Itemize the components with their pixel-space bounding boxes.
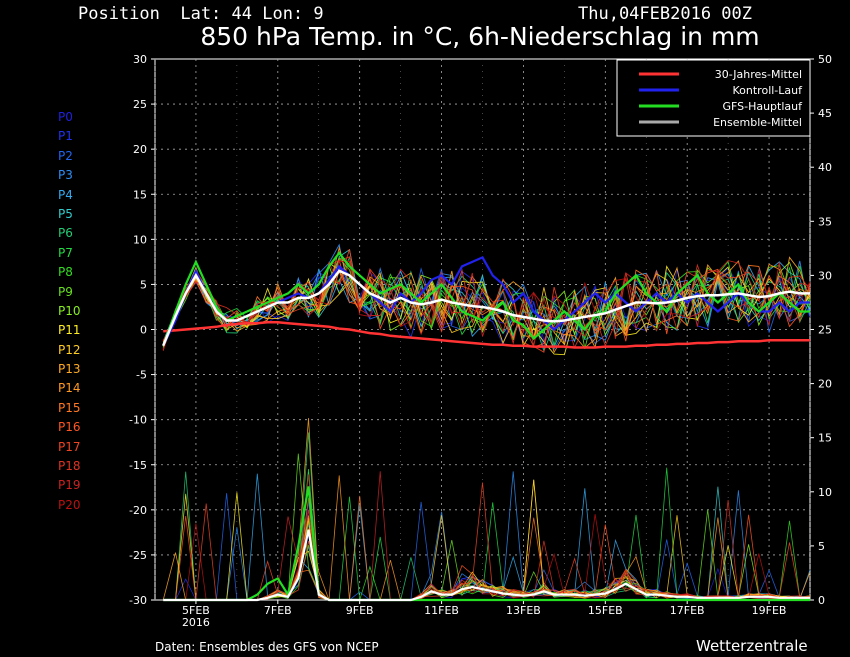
member-label-p1: P1 xyxy=(58,129,73,144)
member-precip-line-p5 xyxy=(163,471,811,601)
y-right-tick-label: 50 xyxy=(818,53,832,66)
legend-entry: Ensemble-Mittel xyxy=(713,116,802,129)
y-left-tick-label: -5 xyxy=(136,369,147,382)
y-left-tick-label: 20 xyxy=(133,143,147,156)
x-tick-label: 11FEB xyxy=(424,604,459,617)
member-label-p0: P0 xyxy=(58,110,73,124)
member-precip-line-p3 xyxy=(163,471,811,601)
member-temp-line-p15 xyxy=(162,264,811,342)
precip-series-ensemble-mittel xyxy=(163,529,810,602)
member-label-p19: P19 xyxy=(58,478,81,493)
y-right-tick-label: 10 xyxy=(818,486,832,499)
member-label-p5: P5 xyxy=(58,206,73,221)
member-label-p8: P8 xyxy=(58,265,73,280)
member-label-p11: P11 xyxy=(58,323,81,338)
x-tick-label: 13FEB xyxy=(506,604,541,617)
member-precip-line-p7 xyxy=(163,467,811,601)
member-temp-line-p17 xyxy=(162,248,811,353)
x-tick-label: 7FEB xyxy=(264,604,292,617)
member-label-p16: P16 xyxy=(58,420,81,435)
member-label-p2: P2 xyxy=(58,148,73,163)
member-label-p3: P3 xyxy=(58,168,73,183)
y-right-tick-label: 40 xyxy=(818,161,832,174)
member-label-p12: P12 xyxy=(58,342,81,357)
legend-entry: Kontroll-Lauf xyxy=(733,84,804,97)
y-right-tick-label: 20 xyxy=(818,378,832,391)
y-right-tick-label: 5 xyxy=(818,540,825,553)
chart-title: 850 hPa Temp. in °C, 6h-Niederschlag in … xyxy=(200,22,760,51)
member-label-p15: P15 xyxy=(58,400,81,415)
temp-series-30-jahres-mittel xyxy=(163,321,810,349)
data-source: Daten: Ensembles des GFS von NCEP xyxy=(155,640,379,654)
y-left-tick-label: -25 xyxy=(129,549,147,562)
y-right-tick-label: 45 xyxy=(818,107,832,120)
member-precip-line-p16 xyxy=(163,497,811,601)
x-year-label: 2016 xyxy=(182,616,210,629)
member-label-p4: P4 xyxy=(58,187,73,202)
brand-label: Wetterzentrale xyxy=(696,637,808,655)
member-temp-line-p0 xyxy=(162,266,811,345)
x-tick-label: 5FEB xyxy=(182,604,210,617)
position-label: Position Lat: 44 Lon: 9 xyxy=(78,4,324,24)
member-label-p6: P6 xyxy=(58,226,73,241)
member-label-p7: P7 xyxy=(58,245,73,260)
y-left-tick-label: 30 xyxy=(133,53,147,66)
y-left-tick-label: 15 xyxy=(133,188,147,201)
x-tick-label: 19FEB xyxy=(752,604,787,617)
y-right-tick-label: 25 xyxy=(818,324,832,337)
x-tick-label: 17FEB xyxy=(670,604,705,617)
y-right-tick-label: 35 xyxy=(818,215,832,228)
y-right-tick-label: 30 xyxy=(818,269,832,282)
member-label-p17: P17 xyxy=(58,439,81,454)
temp-series-gfs-hauptlauf xyxy=(162,251,810,347)
y-left-tick-label: 25 xyxy=(133,98,147,111)
y-left-tick-label: -10 xyxy=(129,414,147,427)
ensemble-member-list: P0 P1 P2 P3 P4 P5 P6 P7 P8 P9 P10 P11 P12 P13 P14 P15 P1… xyxy=(58,108,81,515)
y-left-tick-label: 5 xyxy=(140,278,147,291)
member-label-p14: P14 xyxy=(58,381,81,396)
member-label-p20: P20 xyxy=(58,497,81,512)
member-precip-line-p19 xyxy=(163,471,810,601)
x-tick-label: 9FEB xyxy=(346,604,374,617)
x-tick-label: 15FEB xyxy=(588,604,623,617)
precip-series-gfs-hauptlauf xyxy=(163,486,810,602)
member-label-p10: P10 xyxy=(58,303,81,318)
y-left-tick-label: 10 xyxy=(133,233,147,246)
y-left-tick-label: -15 xyxy=(129,459,147,472)
run-date: Thu,04FEB2016 00Z xyxy=(578,4,752,24)
temp-series-ensemble-mittel xyxy=(162,269,810,347)
y-left-tick-label: 0 xyxy=(140,324,147,337)
y-right-tick-label: 0 xyxy=(818,594,825,607)
member-precip-line-p6 xyxy=(163,432,811,601)
legend-entry: 30-Jahres-Mittel xyxy=(715,68,802,81)
y-left-tick-label: -30 xyxy=(129,594,147,607)
y-left-tick-label: -20 xyxy=(129,504,147,517)
y-right-tick-label: 15 xyxy=(818,432,832,445)
member-label-p18: P18 xyxy=(58,459,81,474)
legend-entry: GFS-Hauptlauf xyxy=(722,100,803,113)
member-label-p9: P9 xyxy=(58,284,73,299)
member-label-p13: P13 xyxy=(58,362,81,377)
